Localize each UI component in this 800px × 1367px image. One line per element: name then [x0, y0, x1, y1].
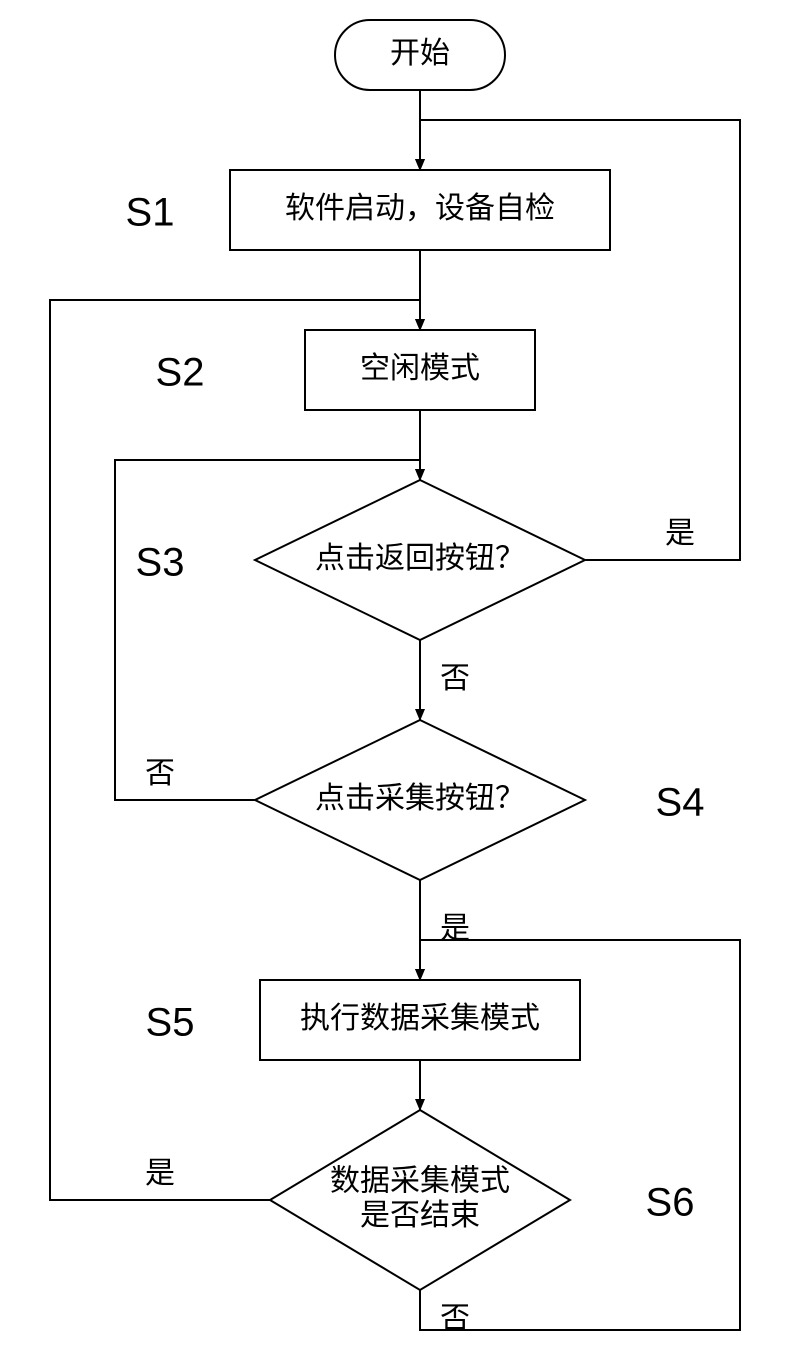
node-s6: 数据采集模式是否结束 — [270, 1110, 570, 1290]
node-text-s1: 软件启动，设备自检 — [285, 192, 555, 225]
node-text-start: 开始 — [390, 37, 450, 70]
node-text-s6-0: 数据采集模式 — [330, 1165, 510, 1198]
edge-label-s4-no-s3: 否 — [145, 757, 175, 790]
node-s2: 空闲模式 — [305, 330, 535, 410]
node-s4: 点击采集按钮？ — [255, 720, 585, 880]
edge-label-s3-no-s4: 否 — [440, 662, 470, 695]
node-start: 开始 — [335, 20, 505, 90]
node-text-s2: 空闲模式 — [360, 352, 480, 385]
node-text-s6-1: 是否结束 — [360, 1199, 480, 1232]
node-s5: 执行数据采集模式 — [260, 980, 580, 1060]
step-label-s2: S2 — [156, 351, 205, 395]
step-label-s4: S4 — [656, 781, 705, 825]
node-text-s5: 执行数据采集模式 — [300, 1002, 540, 1035]
edge-label-s6-no-s5: 否 — [440, 1302, 470, 1335]
step-label-s3: S3 — [136, 541, 185, 585]
edge-label-s3-yes-s1: 是 — [665, 517, 695, 550]
step-label-s6: S6 — [646, 1181, 695, 1225]
step-label-s5: S5 — [146, 1001, 195, 1045]
step-label-s1: S1 — [126, 191, 175, 235]
edge-label-s4-yes-s5: 是 — [440, 912, 470, 945]
flowchart: 开始软件启动，设备自检空闲模式点击返回按钮？点击采集按钮？执行数据采集模式数据采… — [0, 0, 800, 1367]
node-s3: 点击返回按钮？ — [255, 480, 585, 640]
node-s1: 软件启动，设备自检 — [230, 170, 610, 250]
node-text-s4: 点击采集按钮？ — [315, 782, 525, 815]
node-text-s3: 点击返回按钮？ — [315, 542, 525, 575]
edge-label-s6-yes-s2: 是 — [145, 1157, 175, 1190]
